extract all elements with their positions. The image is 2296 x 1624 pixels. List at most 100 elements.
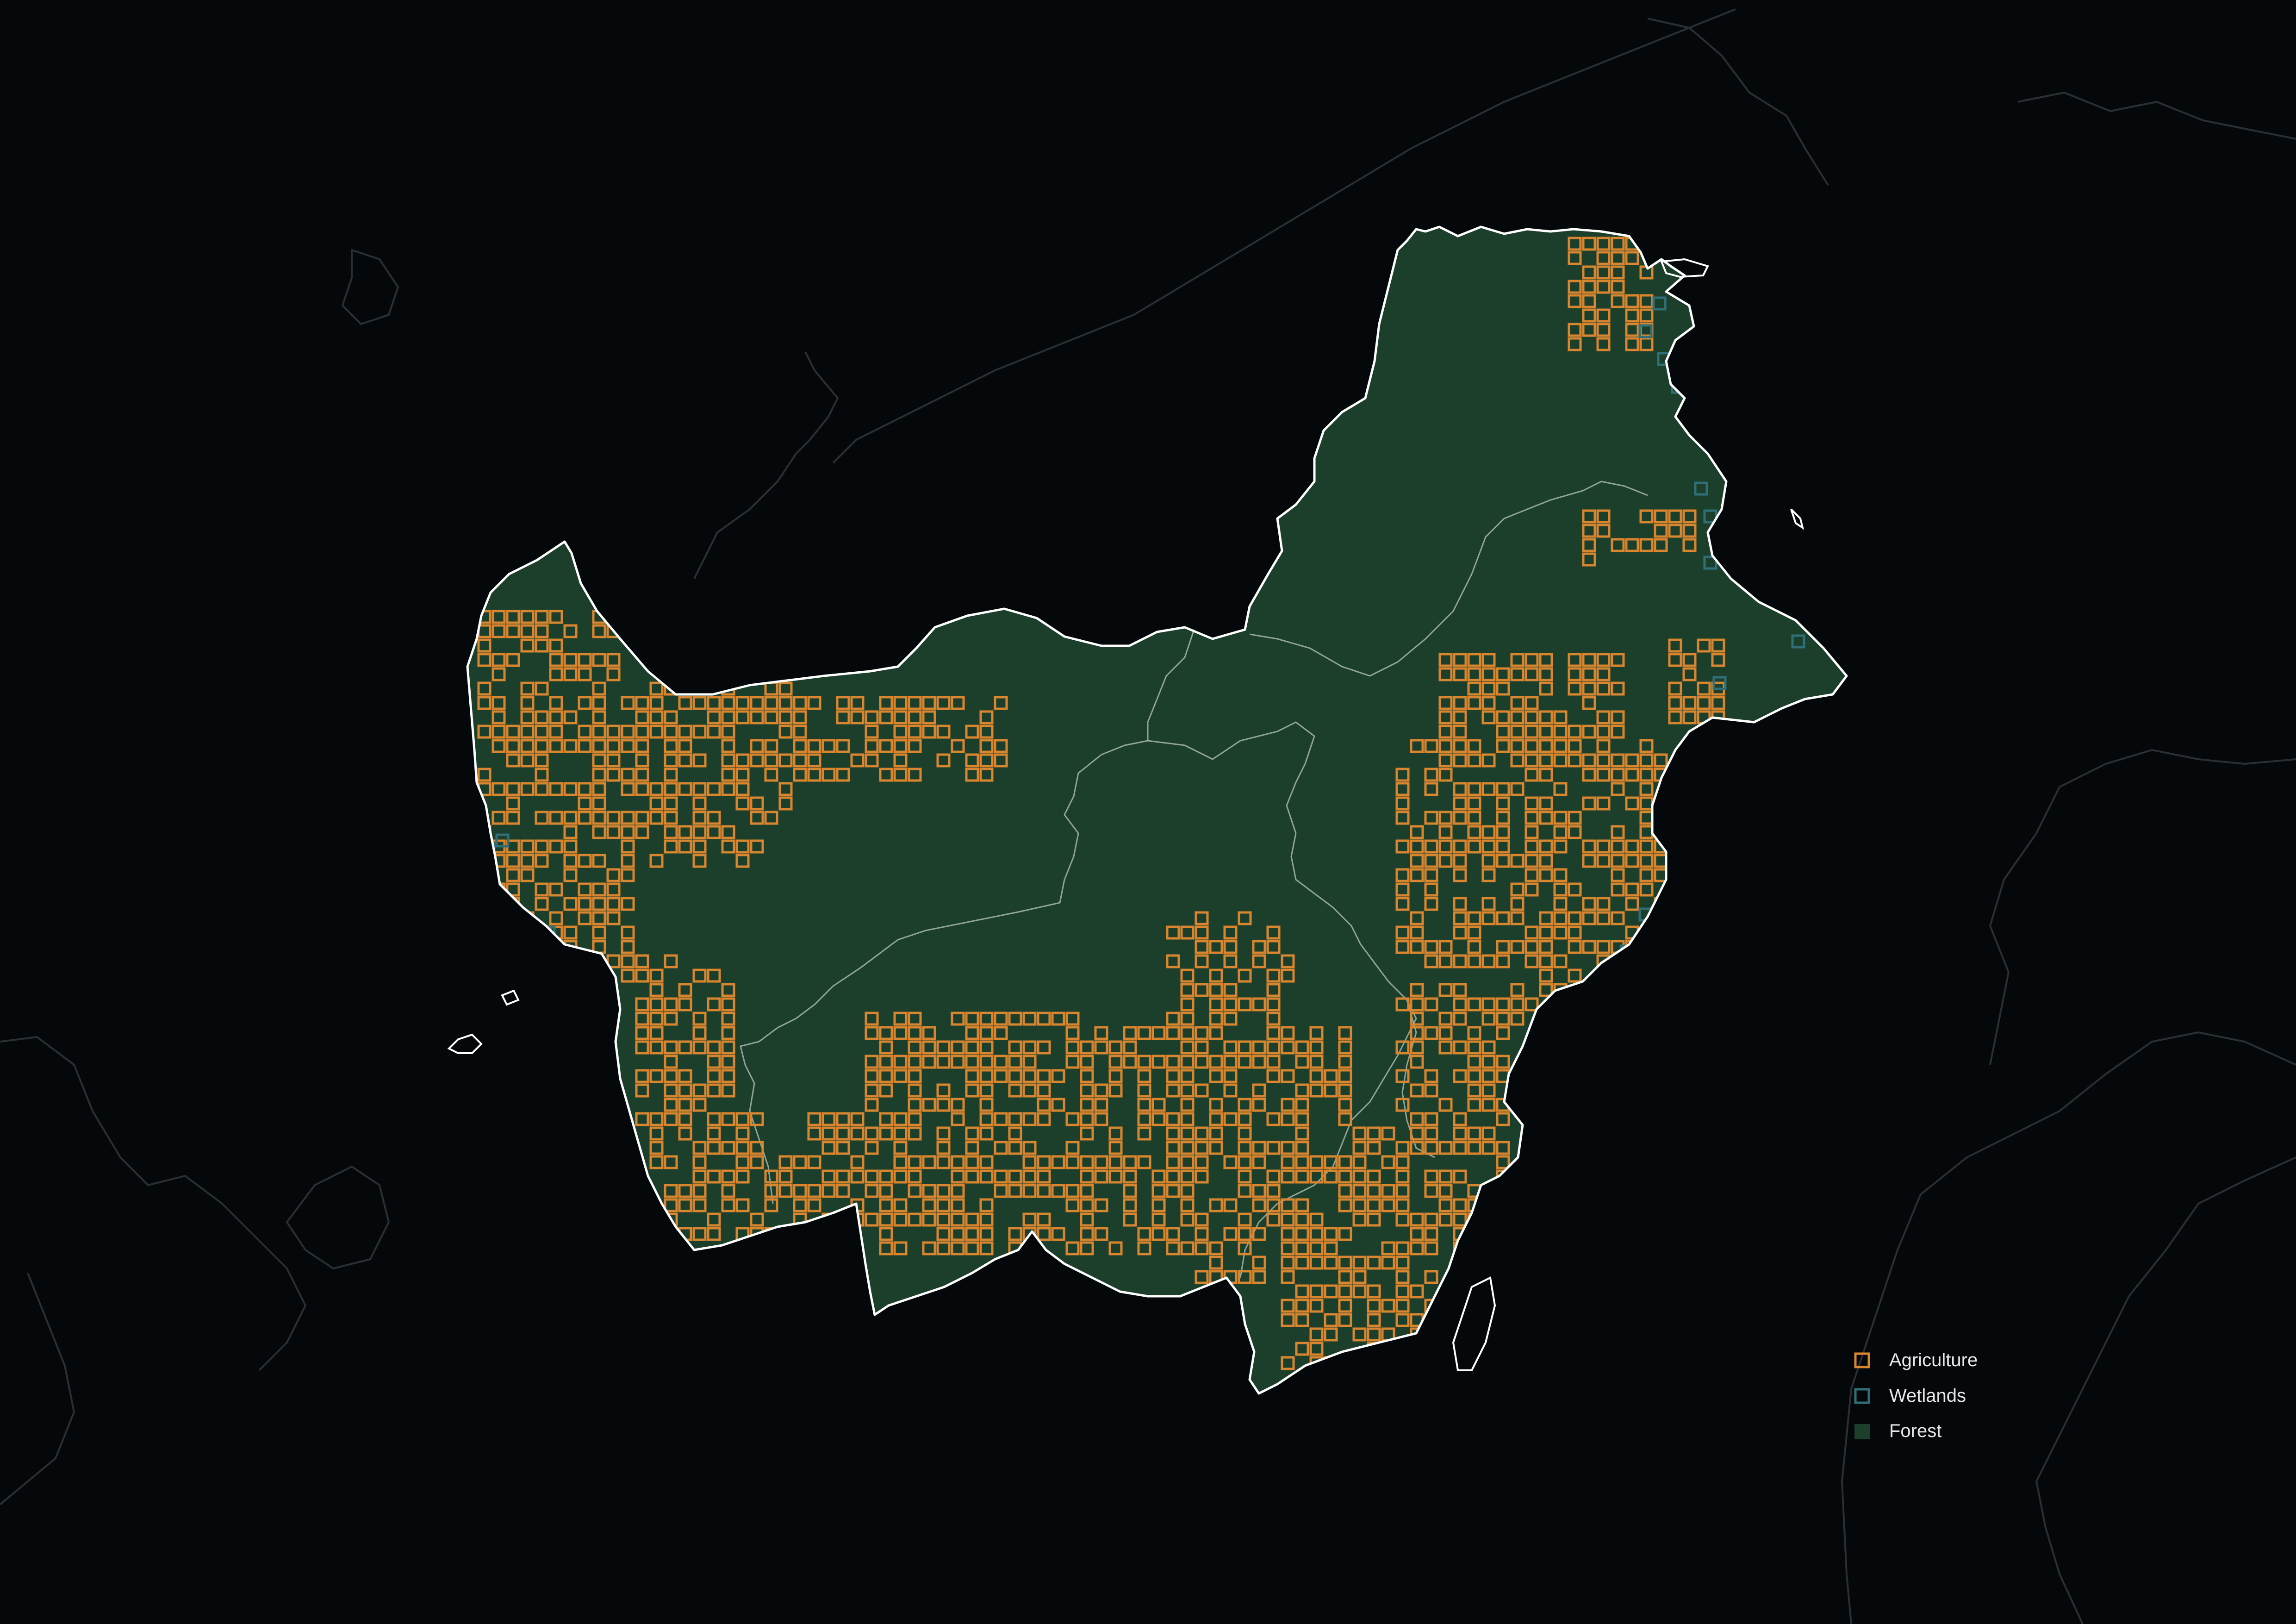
agriculture-cell (1094, 1227, 1108, 1241)
agriculture-cell (1338, 1198, 1352, 1212)
agriculture-cell (778, 1227, 793, 1241)
agriculture-cell (1596, 854, 1611, 868)
agriculture-cell (549, 782, 563, 796)
agriculture-cell (1008, 1012, 1022, 1026)
agriculture-cell (721, 1083, 735, 1098)
agriculture-cell (836, 1212, 850, 1227)
agriculture-cell (1410, 868, 1424, 882)
agriculture-cell (578, 911, 592, 925)
agriculture-cell (535, 839, 549, 854)
agriculture-cell (965, 1212, 979, 1227)
agriculture-cell (664, 782, 678, 796)
agriculture-cell (893, 1169, 908, 1184)
agriculture-cell (492, 653, 506, 667)
agriculture-cell (735, 1112, 750, 1126)
agriculture-cell (1137, 1026, 1151, 1040)
agriculture-cell (1496, 1055, 1510, 1069)
wetland-cell (1462, 1241, 1477, 1255)
agriculture-cell (1037, 1098, 1051, 1112)
agriculture-cell (1352, 1270, 1367, 1284)
agriculture-cell (535, 768, 549, 782)
agriculture-cell (922, 710, 936, 725)
agriculture-cell (1338, 1284, 1352, 1299)
agriculture-cell (563, 839, 578, 854)
agriculture-cell (1682, 538, 1697, 552)
agriculture-cell (664, 839, 678, 854)
agriculture-cell (1496, 1155, 1510, 1169)
agriculture-cell (1395, 897, 1410, 911)
agriculture-cell (707, 1055, 721, 1069)
agriculture-cell (678, 1083, 692, 1098)
agriculture-cell (836, 1184, 850, 1198)
agriculture-cell (1223, 997, 1238, 1012)
agriculture-cell (1065, 1112, 1080, 1126)
agriculture-cell (621, 954, 635, 968)
agriculture-cell (951, 1012, 965, 1026)
agriculture-cell (1424, 1327, 1438, 1342)
agriculture-cell (1395, 1098, 1410, 1112)
agriculture-cell (879, 1184, 893, 1198)
agriculture-cell (678, 1069, 692, 1083)
agriculture-cell (1295, 1126, 1309, 1141)
agriculture-cell (922, 1026, 936, 1040)
province-border-central-east (879, 629, 1195, 955)
agriculture-cell (1209, 983, 1223, 997)
agriculture-cell (692, 1198, 707, 1212)
agriculture-cell (1668, 653, 1682, 667)
agriculture-cell (1410, 1083, 1424, 1098)
agriculture-cell (965, 1012, 979, 1026)
agriculture-cell (549, 811, 563, 825)
agriculture-cell (1596, 308, 1611, 323)
agriculture-cell (549, 653, 563, 667)
agriculture-cell (1195, 1241, 1209, 1255)
agriculture-cell (492, 624, 506, 638)
agriculture-cell (635, 1112, 649, 1126)
agriculture-cell (1324, 1227, 1338, 1241)
agriculture-cell (664, 725, 678, 739)
agriculture-cell (1309, 1327, 1324, 1342)
agriculture-cell (1481, 782, 1496, 796)
agriculture-cell (1553, 897, 1568, 911)
agriculture-cell (1309, 1040, 1324, 1055)
agriculture-cell (1481, 696, 1496, 710)
agriculture-cell (1395, 882, 1410, 897)
agriculture-cell (721, 739, 735, 753)
agriculture-cell (936, 1184, 951, 1198)
agriculture-cell (520, 739, 535, 753)
agriculture-cell (965, 1241, 979, 1255)
agriculture-cell (535, 710, 549, 725)
agriculture-cell (692, 1155, 707, 1169)
agriculture-cell (735, 839, 750, 854)
agriculture-cell (979, 753, 994, 768)
agriculture-cell (1352, 1212, 1367, 1227)
agriculture-cell (865, 1184, 879, 1198)
agriculture-cell (1338, 1155, 1352, 1169)
agriculture-cell (1151, 1055, 1166, 1069)
agriculture-cell (1094, 1098, 1108, 1112)
legend-item-wetlands: Wetlands (1854, 1386, 1966, 1406)
agriculture-cell (764, 710, 778, 725)
agriculture-cell (1481, 854, 1496, 868)
agriculture-cell (635, 1083, 649, 1098)
agriculture-cell (1496, 811, 1510, 825)
agriculture-cell (821, 1227, 836, 1241)
agriculture-cell (578, 667, 592, 681)
agriculture-cell (1108, 1169, 1123, 1184)
agriculture-cell (936, 1227, 951, 1241)
agriculture-cell (1137, 1227, 1151, 1241)
agriculture-cell (492, 710, 506, 725)
agriculture-cell (721, 1169, 735, 1184)
agriculture-cell (979, 710, 994, 725)
agriculture-cell (1568, 251, 1582, 265)
agriculture-cell (1453, 1212, 1467, 1227)
agriculture-cell (735, 796, 750, 811)
agriculture-cell (649, 1141, 664, 1155)
agriculture-cell (678, 983, 692, 997)
agriculture-cell (893, 1112, 908, 1126)
agriculture-cell (922, 1155, 936, 1169)
agriculture-cell (1065, 1055, 1080, 1069)
agriculture-cell (1496, 854, 1510, 868)
agriculture-cell (1151, 1026, 1166, 1040)
agriculture-cell (1682, 524, 1697, 538)
agriculture-cell (1309, 1342, 1324, 1356)
